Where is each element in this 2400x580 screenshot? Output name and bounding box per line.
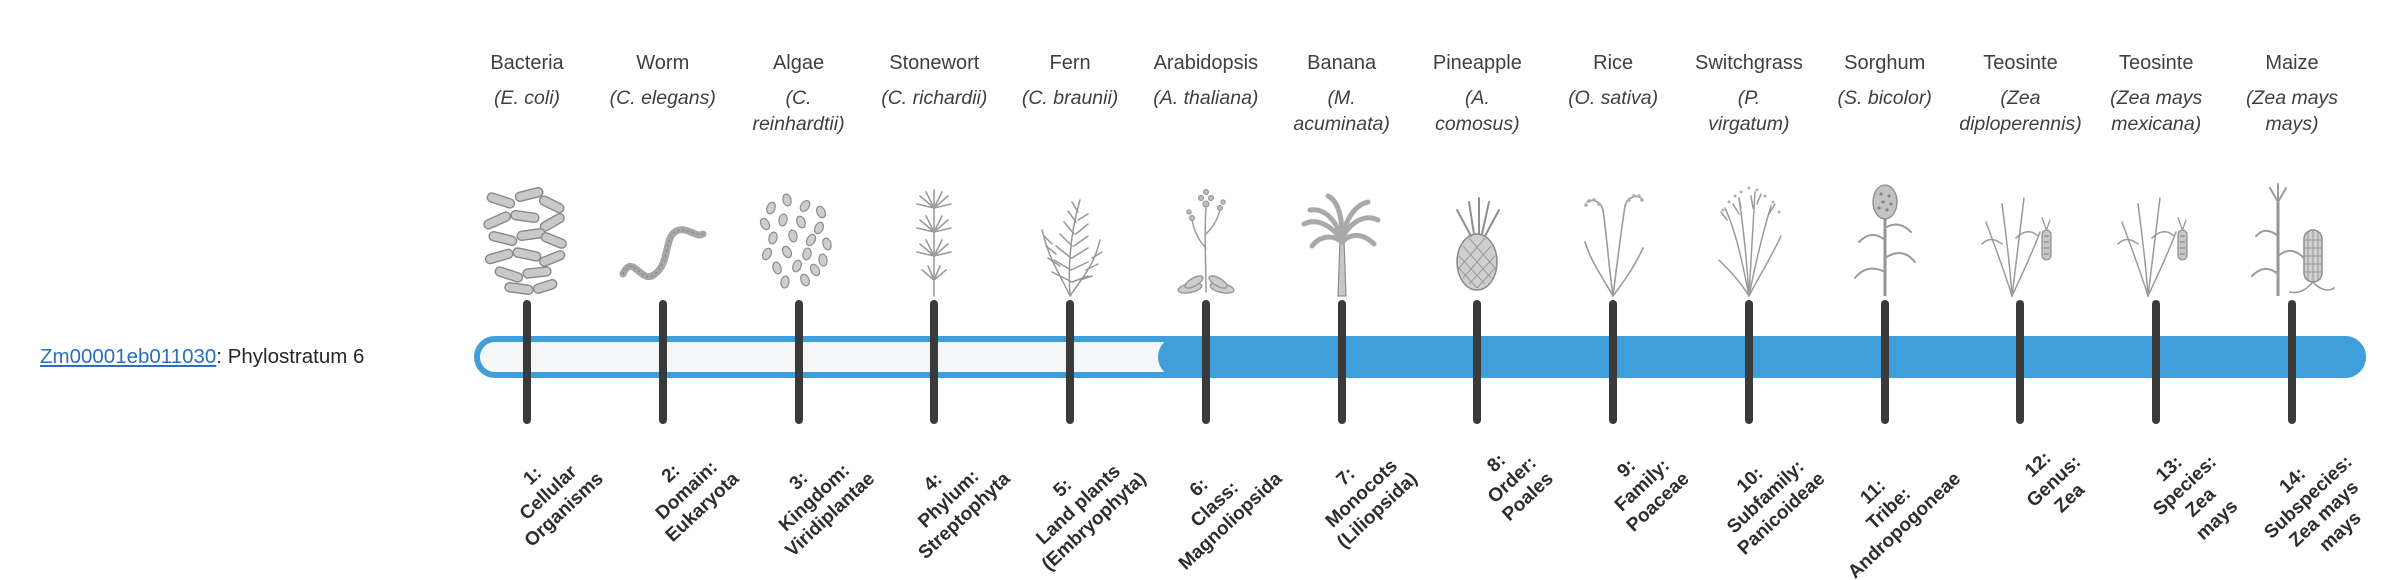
organism-common-name: Sorghum [1844,52,1926,74]
phylostratum-label: 4: Phylum: Streptophyta [914,466,1015,564]
phylostratum-tick [1337,300,1346,424]
phylostratum-label: 10: Subfamily: Panicoideae [1723,456,1830,560]
organism-scientific-name: (A. comosus) [1435,87,1520,136]
organism-column: Bacteria (E. coli) [452,50,602,296]
organism-scientific-name: (Zea diploperennis) [1959,87,2082,136]
phylostratum-label: 9: Family: Poaceae [1611,455,1694,537]
organism-column: Pineapple (A. comosus) [1402,50,1552,291]
phylostratum-tick [658,300,667,424]
phylostratum-label: 11: Tribe: Andropogoneae [1844,468,1966,580]
organism-scientific-name: (A. thaliana) [1153,87,1259,109]
phylostratum-label: 14: Subspecies: Zea mays mays [2260,451,2366,556]
organism-common-name: Worm [636,52,690,74]
fern-icon [995,170,1145,298]
organism-scientific-name: (M. acuminata) [1293,87,1390,136]
phylostratum-label: 12: Genus: Zea [2021,447,2090,518]
organism-scientific-name: (C. braunii) [1021,87,1119,109]
gene-label: Zm00001eb011030: Phylostratum 6 [40,344,364,370]
organism-column: Worm (C. elegans) [588,50,738,280]
organism-common-name: Rice [1593,52,1634,74]
organism-common-name: Fern [1049,52,1091,74]
organism-common-name: Stonewort [889,52,980,74]
organism-common-name: Teosinte [1983,52,2058,74]
phylostratum-label: 2: Domain: Eukaryota [651,457,744,547]
banana-icon [1267,170,1417,298]
phylostratum-tick [1201,300,1210,424]
phylostratum-label: 1: Cellular Organisms [515,461,608,552]
phylostratum-tick [1066,300,1075,424]
bacteria-icon [452,170,602,298]
phylostratum-tick [2016,300,2025,424]
arabidopsis-icon [1131,170,1281,298]
organism-column: Banana (M. acuminata) [1267,50,1417,297]
organism-scientific-name: (C. richardii) [881,87,988,109]
stonewort-icon [859,170,1009,298]
organism-column: Sorghum (S. bicolor) [1810,50,1960,296]
organism-scientific-name: (Zea mays mexicana) [2110,87,2203,136]
algae-icon [724,170,874,298]
gene-id-link[interactable]: Zm00001eb011030 [40,345,217,368]
organism-common-name: Pineapple [1432,52,1522,74]
phylostratum-tick [2288,300,2296,424]
phylostratum-label: 5: Land plants (Embryophyta) [1032,461,1151,576]
organism-scientific-name: (Zea mays mays) [2245,87,2339,136]
phylostratum-label: 6: Class: Magnoliopsida [1174,468,1287,575]
maize-icon [2217,170,2367,298]
organism-scientific-name: (S. bicolor) [1837,87,1932,109]
phylostratum-tick [2152,300,2161,424]
phylostratum-tick [1744,300,1753,424]
organism-column: Teosinte (Zea diploperennis) [1945,50,2095,297]
phylostratum-label: 3: Kingdom: Viridiplantae [775,460,880,562]
organism-common-name: Teosinte [2118,52,2194,74]
organism-column: Maize (Zea mays mays) [2217,50,2367,296]
organism-common-name: Arabidopsis [1153,52,1259,74]
organism-column: Algae (C. reinhardtii) [724,50,874,289]
organism-common-name: Switchgrass [1695,52,1803,74]
organism-scientific-name: (C. elegans) [609,87,716,109]
phylostratum-label: 8: Order: Poales [1483,449,1558,526]
organism-column: Arabidopsis (A. thaliana) [1131,50,1281,294]
organism-common-name: Maize [2265,52,2319,74]
timeline-bar-fill [1157,336,2366,378]
phylostratum-label: 7: Monocots (Liliopsida) [1322,455,1423,554]
organism-column: Fern (C. braunii) [995,50,1145,297]
organism-common-name: Algae [772,52,825,74]
organism-scientific-name: (E. coli) [493,87,561,109]
organism-common-name: Banana [1307,52,1377,74]
teosinte-icon [2081,170,2231,298]
organism-scientific-name: (P. virgatum) [1708,87,1790,136]
pineapple-icon [1402,170,1552,298]
gene-phylostratum-text: : Phylostratum 6 [216,345,365,368]
organism-scientific-name: (C. reinhardtii) [752,87,845,136]
phylostratum-label: 13: Species: Zea mays [2149,451,2242,545]
phylostratum-tick [930,300,939,424]
phylostratum-tick [1609,300,1618,424]
teosinte-icon [1945,170,2095,298]
organism-common-name: Bacteria [490,52,564,74]
organism-scientific-name: (O. sativa) [1568,87,1659,109]
organism-column: Stonewort (C. richardii) [859,50,1009,297]
rice-icon [1538,170,1688,298]
phylostratum-tick [523,300,531,424]
organism-column: Teosinte (Zea mays mexicana) [2081,50,2231,297]
phylostratum-tick [1473,300,1482,424]
organism-column: Rice (O. sativa) [1538,50,1688,297]
phylostratum-tick [794,300,803,424]
worm-icon [588,170,738,298]
phylostratum-tick [1880,300,1889,424]
sorghum-icon [1810,170,1960,298]
organism-column: Switchgrass (P. virgatum) [1674,50,1824,297]
switchgrass-icon [1674,170,1824,298]
